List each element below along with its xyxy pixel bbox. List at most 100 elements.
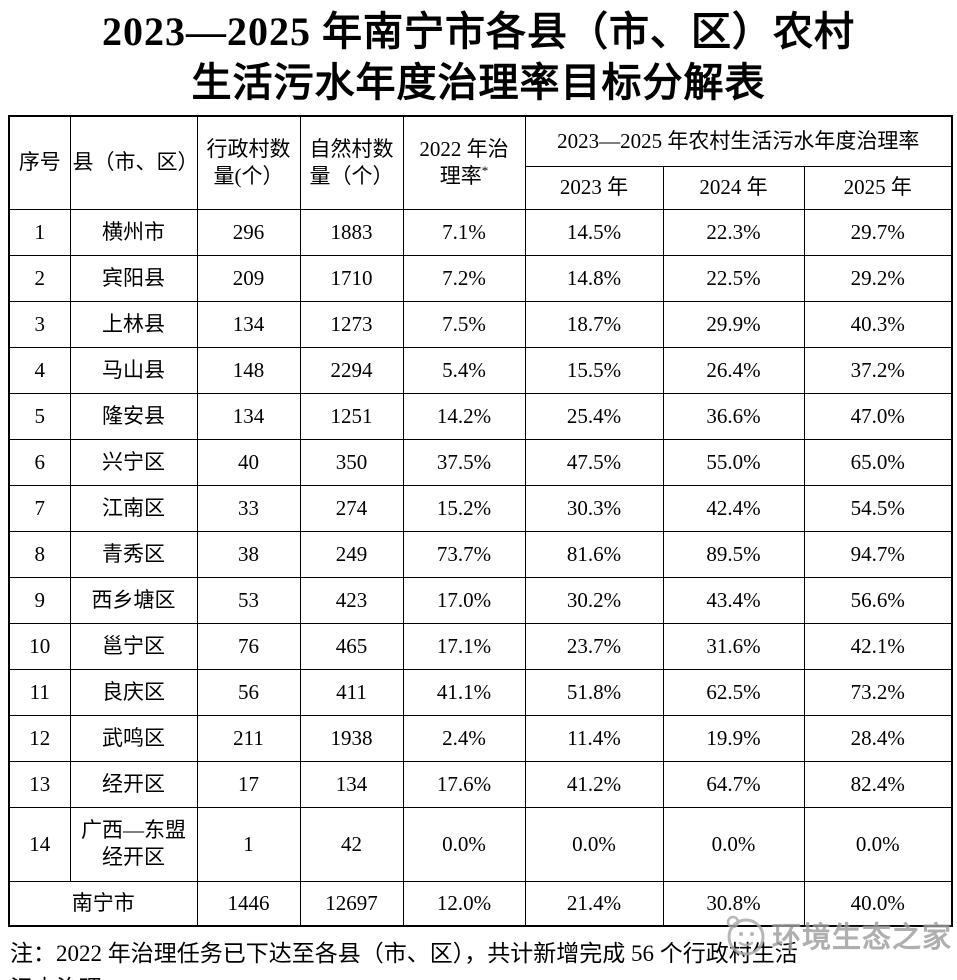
cell-seq: 3 — [8, 300, 71, 348]
cell-county: 隆安县 — [69, 392, 198, 440]
cell-admin: 38 — [196, 530, 301, 578]
cell-r2022: 7.1% — [402, 208, 526, 256]
page-title-line1: 2023—2025 年南宁市各县（市、区）农村 — [102, 9, 855, 54]
table-row: 4 马山县 148 2294 5.4% 15.5% 26.4% 37.2% — [8, 346, 953, 394]
cell-r2023: 47.5% — [524, 438, 664, 486]
cell-admin: 211 — [196, 714, 301, 762]
cell-r2024: 29.9% — [662, 300, 805, 348]
cell-r2022: 7.5% — [402, 300, 526, 348]
cell-seq: 14 — [8, 806, 71, 882]
total-r2022: 12.0% — [402, 880, 526, 927]
cell-admin: 76 — [196, 622, 301, 670]
cell-county: 兴宁区 — [69, 438, 198, 486]
cell-r2023: 15.5% — [524, 346, 664, 394]
cell-county: 上林县 — [69, 300, 198, 348]
cell-r2024: 31.6% — [662, 622, 805, 670]
cell-r2025: 0.0% — [803, 806, 953, 882]
header-rate-2022: 2022 年治 理率* — [402, 115, 526, 210]
cell-admin: 296 — [196, 208, 301, 256]
total-r2025: 40.0% — [803, 880, 953, 927]
cell-admin: 148 — [196, 346, 301, 394]
header-span-2023-2025: 2023—2025 年农村生活污水年度治理率 — [524, 115, 953, 167]
cell-natural: 249 — [299, 530, 404, 578]
cell-seq: 11 — [8, 668, 71, 716]
total-row: 南宁市 1446 12697 12.0% 21.4% 30.8% 40.0% — [8, 880, 953, 927]
cell-r2022: 73.7% — [402, 530, 526, 578]
cell-r2022: 5.4% — [402, 346, 526, 394]
table-row: 7 江南区 33 274 15.2% 30.3% 42.4% 54.5% — [8, 484, 953, 532]
cell-seq: 5 — [8, 392, 71, 440]
cell-r2024: 55.0% — [662, 438, 805, 486]
cell-seq: 1 — [8, 208, 71, 256]
cell-admin: 56 — [196, 668, 301, 716]
cell-natural: 274 — [299, 484, 404, 532]
cell-seq: 13 — [8, 760, 71, 808]
cell-seq: 8 — [8, 530, 71, 578]
cell-r2025: 28.4% — [803, 714, 953, 762]
cell-r2025: 56.6% — [803, 576, 953, 624]
cell-admin: 40 — [196, 438, 301, 486]
cell-r2025: 29.2% — [803, 254, 953, 302]
cell-r2025: 82.4% — [803, 760, 953, 808]
table-row: 12 武鸣区 211 1938 2.4% 11.4% 19.9% 28.4% — [8, 714, 953, 762]
cell-natural: 1938 — [299, 714, 404, 762]
cell-r2023: 14.5% — [524, 208, 664, 256]
cell-r2025: 40.3% — [803, 300, 953, 348]
total-admin: 1446 — [196, 880, 301, 927]
footnote-line1: 注：2022 年治理任务已下达至各县（市、区），共计新增完成 56 个行政村生活 — [10, 941, 798, 966]
cell-natural: 423 — [299, 576, 404, 624]
table-row: 3 上林县 134 1273 7.5% 18.7% 29.9% 40.3% — [8, 300, 953, 348]
cell-r2023: 51.8% — [524, 668, 664, 716]
table-row: 2 宾阳县 209 1710 7.2% 14.8% 22.5% 29.2% — [8, 254, 953, 302]
cell-r2025: 65.0% — [803, 438, 953, 486]
table-row: 1 横州市 296 1883 7.1% 14.5% 22.3% 29.7% — [8, 208, 953, 256]
cell-seq: 4 — [8, 346, 71, 394]
cell-r2023: 11.4% — [524, 714, 664, 762]
header-rate-2022-line1: 2022 年治 — [419, 136, 509, 161]
cell-r2025: 42.1% — [803, 622, 953, 670]
footnote-asterisk: * — [481, 162, 489, 178]
cell-seq: 6 — [8, 438, 71, 486]
cell-admin: 17 — [196, 760, 301, 808]
cell-seq: 10 — [8, 622, 71, 670]
cell-r2022: 14.2% — [402, 392, 526, 440]
cell-r2024: 62.5% — [662, 668, 805, 716]
cell-natural: 1273 — [299, 300, 404, 348]
cell-r2023: 30.2% — [524, 576, 664, 624]
cell-county: 江南区 — [69, 484, 198, 532]
cell-county: 邕宁区 — [69, 622, 198, 670]
cell-natural: 1251 — [299, 392, 404, 440]
table-row: 9 西乡塘区 53 423 17.0% 30.2% 43.4% 56.6% — [8, 576, 953, 624]
cell-admin: 53 — [196, 576, 301, 624]
cell-r2023: 25.4% — [524, 392, 664, 440]
total-r2024: 30.8% — [662, 880, 805, 927]
cell-natural: 1883 — [299, 208, 404, 256]
cell-r2023: 0.0% — [524, 806, 664, 882]
cell-seq: 9 — [8, 576, 71, 624]
table-row: 11 良庆区 56 411 41.1% 51.8% 62.5% 73.2% — [8, 668, 953, 716]
cell-seq: 2 — [8, 254, 71, 302]
cell-admin: 134 — [196, 392, 301, 440]
table-row: 6 兴宁区 40 350 37.5% 47.5% 55.0% 65.0% — [8, 438, 953, 486]
cell-county: 西乡塘区 — [69, 576, 198, 624]
header-row-1: 序号 县（市、区） 行政村数 量(个） 自然村数 量（个） 2022 年治 理率*… — [8, 115, 953, 210]
cell-r2022: 17.1% — [402, 622, 526, 670]
cell-r2023: 81.6% — [524, 530, 664, 578]
cell-natural: 2294 — [299, 346, 404, 394]
cell-seq: 12 — [8, 714, 71, 762]
cell-r2022: 17.0% — [402, 576, 526, 624]
table-row: 8 青秀区 38 249 73.7% 81.6% 89.5% 94.7% — [8, 530, 953, 578]
header-year-2023: 2023 年 — [524, 165, 664, 210]
cell-r2022: 37.5% — [402, 438, 526, 486]
cell-r2022: 2.4% — [402, 714, 526, 762]
table-row: 14 广西—东盟 经开区 1 42 0.0% 0.0% 0.0% 0.0% — [8, 806, 953, 882]
page-title: 2023—2025 年南宁市各县（市、区）农村 生活污水年度治理率目标分解表 — [0, 6, 957, 108]
footnote: 注：2022 年治理任务已下达至各县（市、区），共计新增完成 56 个行政村生活… — [10, 936, 840, 980]
cell-r2025: 73.2% — [803, 668, 953, 716]
cell-r2025: 47.0% — [803, 392, 953, 440]
cell-admin: 1 — [196, 806, 301, 882]
footnote-line2: 污水治理。 — [10, 971, 840, 980]
cell-r2024: 42.4% — [662, 484, 805, 532]
cell-county: 广西—东盟 经开区 — [69, 806, 198, 882]
